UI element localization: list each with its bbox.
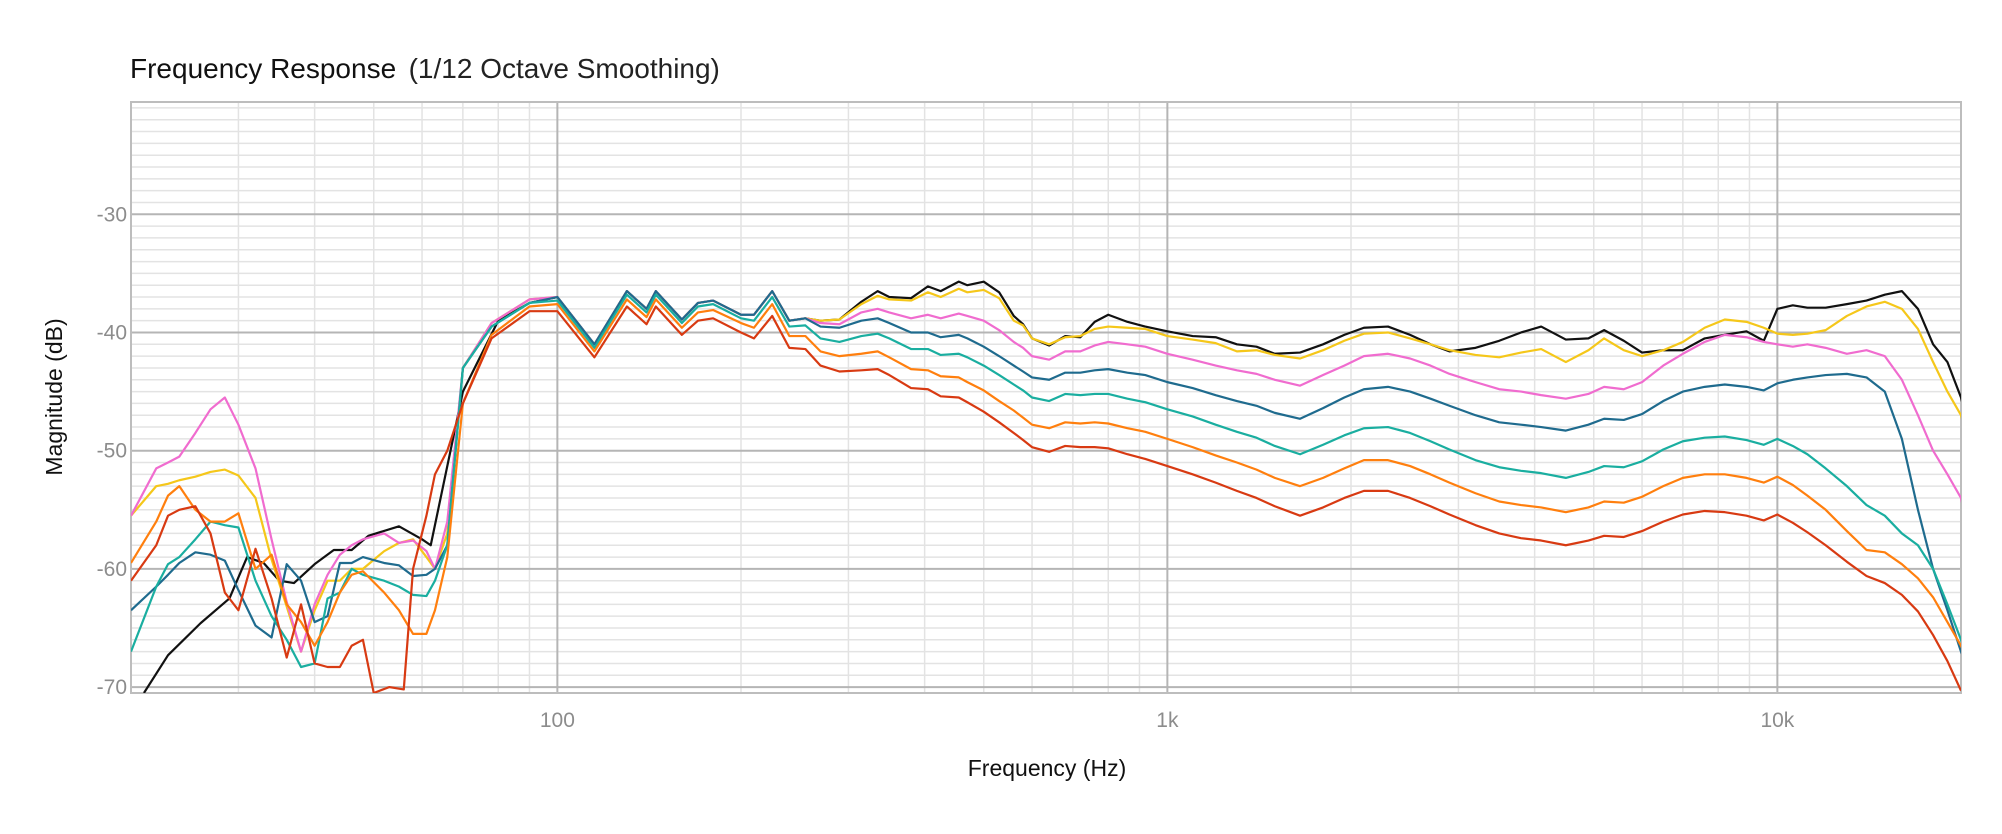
y-tick-label: -40 [97, 321, 127, 344]
y-tick-label: -60 [97, 558, 127, 581]
series-line-5 [131, 293, 1961, 669]
series-line-2 [131, 287, 1961, 653]
chart-title-main: Frequency Response [130, 53, 396, 84]
x-tick-label: 1k [1156, 709, 1179, 732]
series-line-7 [131, 305, 1961, 693]
y-axis-label: Magnitude (dB) [41, 318, 67, 475]
x-tick-label: 100 [540, 709, 575, 732]
series-line-1 [143, 280, 1961, 693]
major-gridlines [131, 102, 1961, 693]
series-line-3 [131, 290, 1961, 653]
y-tick-label: -70 [97, 676, 127, 699]
y-tick-label: -50 [97, 440, 127, 463]
series-layer [131, 280, 1961, 693]
chart-title: Frequency Response (1/12 Octave Smoothin… [130, 53, 720, 84]
minor-gridlines [131, 102, 1961, 693]
chart-subtitle: (1/12 Octave Smoothing) [409, 53, 720, 84]
x-tick-label: 10k [1760, 709, 1794, 732]
x-axis-label: Frequency (Hz) [968, 755, 1126, 781]
series-line-6 [131, 298, 1961, 649]
x-axis-ticks: 100 1k 10k [540, 709, 1795, 732]
y-axis-ticks: -30 -40 -50 -60 -70 [97, 203, 127, 699]
series-line-4 [131, 290, 1961, 655]
y-tick-label: -30 [97, 203, 127, 226]
